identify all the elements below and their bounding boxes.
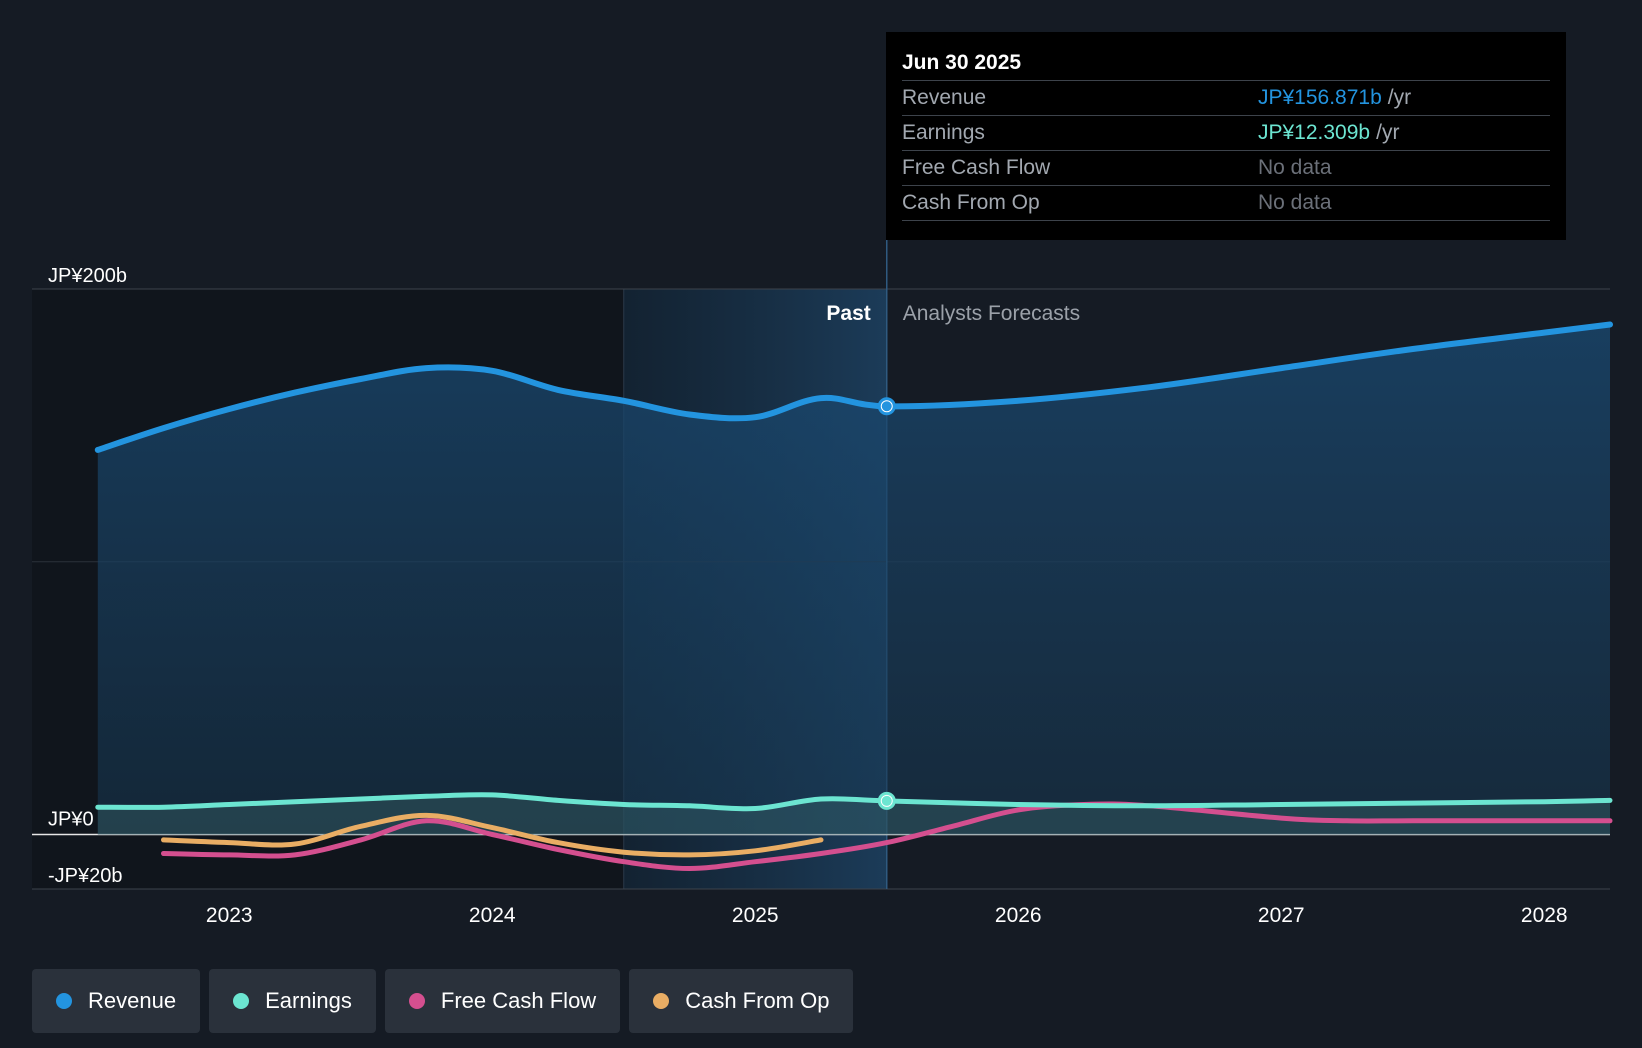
x-tick-label: 2025: [732, 904, 779, 927]
legend-label: Free Cash Flow: [440, 988, 597, 1013]
x-tick-label: 2026: [995, 904, 1042, 927]
legend-item-free-cash-flow[interactable]: Free Cash Flow: [384, 969, 621, 1033]
series-line-cash-from-op: [161, 812, 824, 858]
revenue-highlight-point-inner: [881, 401, 892, 412]
x-tick-label: 2027: [1258, 904, 1305, 927]
tooltip-unit: /yr: [1387, 86, 1412, 109]
earnings-highlight-point-inner: [881, 795, 892, 806]
legend-item-revenue[interactable]: Revenue: [32, 969, 201, 1033]
legend: Revenue Earnings Free Cash Flow Cash Fro…: [32, 969, 854, 1033]
forecast-label: Analysts Forecasts: [903, 302, 1080, 325]
y-tick-label: -JP¥20b: [48, 865, 123, 887]
tooltip-row-earnings: Earnings JP¥12.309b /yr: [902, 116, 1550, 151]
legend-dot-icon: [56, 993, 72, 1009]
x-tick-label: 2023: [206, 904, 253, 927]
axis-labels: JP¥200b JP¥0 -JP¥20b 2023 2024 2025 2026 2027 20…: [48, 265, 1568, 927]
legend-label: Earnings: [265, 988, 352, 1013]
highlight-points: [877, 397, 896, 810]
tooltip-row-revenue: Revenue JP¥156.871b /yr: [902, 81, 1550, 116]
tooltip-value: JP¥156.871b: [1258, 86, 1382, 109]
past-label: Past: [826, 302, 870, 325]
legend-dot-icon: [408, 993, 425, 1009]
legend-dot-icon: [233, 993, 250, 1009]
legend-dot-icon: [653, 993, 670, 1009]
tooltip-label: Free Cash Flow: [902, 156, 1051, 179]
legend-item-earnings[interactable]: Earnings: [209, 969, 376, 1033]
series-lines: [94, 321, 1613, 871]
legend-label: Revenue: [88, 988, 177, 1013]
tooltip-date: Jun 30 2025: [902, 46, 1550, 81]
tooltip-label: Earnings: [902, 121, 985, 144]
revenue-area-fill: [97, 324, 1610, 835]
tooltip-row-free-cash-flow: Free Cash Flow No data: [902, 151, 1550, 186]
tooltip-unit: /yr: [1376, 121, 1400, 144]
tooltip-label: Revenue: [902, 86, 987, 109]
x-tick-label: 2024: [469, 904, 516, 927]
tooltip-value: No data: [1258, 156, 1332, 179]
y-tick-label: JP¥200b: [48, 265, 127, 287]
legend-item-cash-from-op[interactable]: Cash From Op: [629, 969, 854, 1033]
y-tick-label: JP¥0: [48, 808, 94, 830]
tooltip-value: JP¥12.309b: [1258, 121, 1371, 144]
x-tick-label: 2028: [1521, 904, 1568, 927]
tooltip-label: Cash From Op: [902, 191, 1040, 214]
legend-label: Cash From Op: [685, 988, 830, 1013]
series-line-earnings: [95, 792, 1613, 812]
series-line-free-cash-flow: [161, 801, 1613, 871]
tooltip: Jun 30 2025 Revenue JP¥156.871b /yr Earn…: [886, 32, 1566, 240]
series-line-revenue: [94, 321, 1613, 453]
tooltip-value: No data: [1258, 191, 1332, 214]
tooltip-row-cash-from-op: Cash From Op No data: [902, 186, 1550, 221]
